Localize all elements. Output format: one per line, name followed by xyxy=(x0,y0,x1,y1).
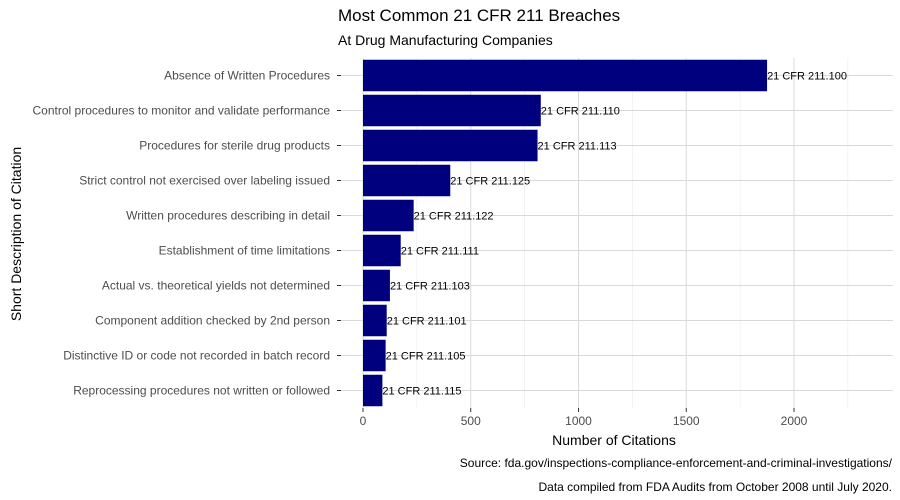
y-tick-label: Distinctive ID or code not recorded in b… xyxy=(63,349,330,363)
chart-title: Most Common 21 CFR 211 Breaches xyxy=(338,6,621,25)
bar xyxy=(363,374,383,407)
chart-subtitle: At Drug Manufacturing Companies xyxy=(338,32,553,48)
bar xyxy=(363,339,386,372)
x-tick-label: 1000 xyxy=(565,414,592,428)
data-range-caption: Data compiled from FDA Audits from Octob… xyxy=(538,480,892,494)
bar xyxy=(363,164,451,197)
bar-data-label: 21 CFR 211.111 xyxy=(401,246,479,258)
bar-data-label: 21 CFR 211.103 xyxy=(390,281,470,293)
bar xyxy=(363,129,538,162)
y-tick-label: Component addition checked by 2nd person xyxy=(95,314,330,328)
x-tick-label: 0 xyxy=(360,414,367,428)
y-tick-label: Absence of Written Procedures xyxy=(164,69,330,83)
y-tick-label: Establishment of time limitations xyxy=(159,244,330,258)
bar xyxy=(363,94,541,127)
y-tick-label: Actual vs. theoretical yields not determ… xyxy=(102,279,330,293)
bar-data-label: 21 CFR 211.110 xyxy=(541,106,620,118)
x-axis-label: Number of Citations xyxy=(552,432,676,448)
bar xyxy=(363,234,401,267)
y-tick-label: Reprocessing procedures not written or f… xyxy=(73,384,330,398)
bar xyxy=(363,199,414,232)
y-tick-label: Procedures for sterile drug products xyxy=(139,139,330,153)
y-tick-label: Strict control not exercised over labeli… xyxy=(79,174,330,188)
bar-data-label: 21 CFR 211.100 xyxy=(767,71,847,83)
bar-data-label: 21 CFR 211.101 xyxy=(387,316,467,328)
bar-data-label: 21 CFR 211.113 xyxy=(538,141,617,153)
x-tick-label: 500 xyxy=(461,414,481,428)
y-tick-label: Written procedures describing in detail xyxy=(126,209,330,223)
x-tick-label: 2000 xyxy=(781,414,808,428)
bar-data-label: 21 CFR 211.122 xyxy=(414,211,494,223)
bar-data-label: 21 CFR 211.105 xyxy=(386,351,466,363)
x-tick-label: 1500 xyxy=(673,414,700,428)
source-caption: Source: fda.gov/inspections-compliance-e… xyxy=(459,456,892,470)
bar xyxy=(363,269,390,302)
y-tick-label: Control procedures to monitor and valida… xyxy=(33,104,331,118)
bar-data-label: 21 CFR 211.115 xyxy=(382,386,461,398)
bar xyxy=(363,59,768,92)
bar xyxy=(363,304,387,337)
bar-data-label: 21 CFR 211.125 xyxy=(450,176,530,188)
